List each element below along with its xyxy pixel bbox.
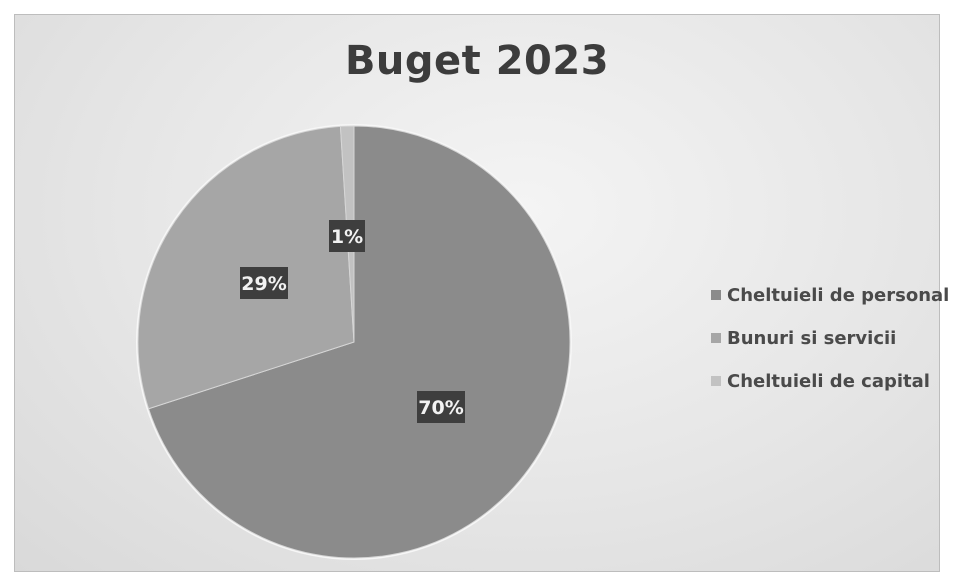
legend-label: Cheltuieli de personal (727, 284, 950, 306)
legend-item-cheltuieli-de-capital: Cheltuieli de capital (711, 370, 949, 392)
data-label-box (240, 267, 288, 299)
data-label-text: 1% (331, 226, 363, 248)
data-label-box (329, 220, 365, 252)
legend-swatch (711, 333, 721, 343)
legend-label: Cheltuieli de capital (727, 370, 930, 392)
chart-title: Buget 2023 (344, 38, 610, 84)
data-label-1: 70% (417, 391, 465, 423)
legend-swatch (711, 376, 721, 386)
data-label-2: 29% (240, 267, 288, 299)
data-label-text: 29% (241, 273, 286, 295)
legend-item-cheltuieli-de-personal: Cheltuieli de personal (711, 284, 949, 306)
data-label-text: 70% (418, 397, 463, 419)
data-label-box (417, 391, 465, 423)
data-label-3: 1% (329, 220, 365, 252)
legend-swatch (711, 290, 721, 300)
legend: Cheltuieli de personal Bunuri si servici… (711, 284, 949, 413)
legend-label: Bunuri si servicii (727, 327, 897, 349)
pie-slice-1 (147, 125, 571, 559)
legend-item-bunuri-si-servicii: Bunuri si servicii (711, 327, 949, 349)
